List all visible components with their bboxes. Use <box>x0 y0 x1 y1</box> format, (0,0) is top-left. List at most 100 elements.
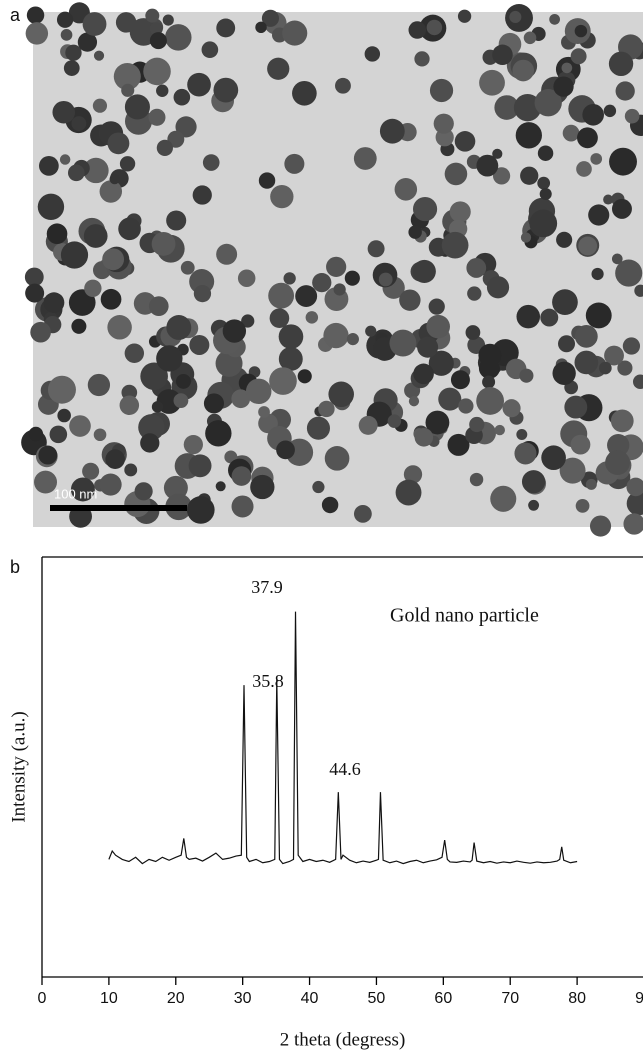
particle <box>140 362 168 391</box>
particle <box>216 18 236 38</box>
particle <box>353 504 372 523</box>
particle <box>564 395 588 419</box>
particle <box>520 232 532 243</box>
particle <box>585 302 612 329</box>
particle <box>231 495 254 518</box>
particle <box>403 465 423 484</box>
particle <box>570 48 587 65</box>
particle <box>77 32 98 52</box>
particle <box>93 428 107 442</box>
particle <box>107 132 130 155</box>
particle <box>414 428 434 447</box>
particle <box>575 498 590 513</box>
particle <box>412 259 436 283</box>
particle <box>56 11 74 28</box>
tem-image <box>21 2 643 537</box>
x-tick-label: 10 <box>100 990 118 1007</box>
particle <box>478 343 502 367</box>
particle <box>623 513 643 535</box>
particle <box>389 329 417 357</box>
particle <box>540 308 559 327</box>
particle <box>83 224 108 248</box>
particle <box>346 333 359 346</box>
particle <box>60 29 73 41</box>
particle <box>574 324 598 348</box>
particle <box>175 116 197 138</box>
particle <box>552 289 578 316</box>
particle <box>46 223 68 245</box>
particle <box>49 425 68 444</box>
particle <box>202 154 220 171</box>
particle <box>69 415 91 437</box>
particle <box>552 361 576 385</box>
particle <box>509 10 522 23</box>
scale-bar-label: 100 nm <box>54 486 97 501</box>
chart: 0 10 20 30 40 50 60 70 80 90 2 theta (degress) Inte… <box>8 556 643 1050</box>
annotation: 37.9 <box>251 577 283 597</box>
particle <box>113 62 141 91</box>
particle <box>93 50 105 61</box>
particle <box>520 166 539 185</box>
particle <box>479 69 505 96</box>
particle <box>267 57 290 80</box>
particle <box>553 76 574 97</box>
particle <box>119 156 136 172</box>
particle <box>173 88 191 106</box>
annotation: 35.8 <box>252 671 284 691</box>
particle <box>255 21 267 34</box>
particle <box>426 314 450 339</box>
particle <box>611 253 623 265</box>
particle <box>426 19 443 36</box>
particle <box>60 241 89 269</box>
particle <box>494 95 519 120</box>
particle <box>588 204 610 226</box>
particle <box>482 375 496 389</box>
particle <box>87 373 111 397</box>
particle <box>121 83 135 97</box>
particle <box>335 77 351 94</box>
particle <box>57 408 71 423</box>
particle <box>231 389 251 409</box>
particle <box>124 343 145 363</box>
particle <box>156 139 173 156</box>
particle <box>608 51 634 76</box>
particle <box>115 12 137 33</box>
particle <box>186 496 215 524</box>
y-axis-title: Intensity (a.u.) <box>8 711 29 822</box>
particle <box>537 145 554 161</box>
particle <box>222 319 247 343</box>
particle <box>428 350 454 376</box>
particle <box>412 196 438 222</box>
particle <box>258 406 270 418</box>
particle <box>612 198 632 219</box>
particle <box>34 470 57 494</box>
scale-bar <box>50 505 187 511</box>
particle <box>215 481 226 492</box>
annotation: 44.6 <box>329 759 361 779</box>
particle <box>562 124 580 142</box>
particle <box>512 59 535 82</box>
particle <box>148 108 166 126</box>
particle <box>466 258 487 278</box>
particle <box>394 178 418 201</box>
particle <box>469 416 485 433</box>
particle <box>353 147 377 170</box>
particle <box>599 361 612 375</box>
particle <box>492 44 513 66</box>
particle <box>604 345 624 366</box>
particle <box>231 466 252 486</box>
particle <box>367 240 385 258</box>
particle <box>537 176 551 190</box>
particle <box>99 180 123 203</box>
particle <box>585 478 597 490</box>
particle <box>84 279 102 297</box>
particle <box>534 89 562 117</box>
particle <box>82 12 107 36</box>
particle <box>278 324 304 349</box>
particle <box>444 162 468 186</box>
particle <box>321 496 339 514</box>
particle <box>67 164 85 182</box>
particle <box>395 479 422 506</box>
particle <box>556 231 573 248</box>
